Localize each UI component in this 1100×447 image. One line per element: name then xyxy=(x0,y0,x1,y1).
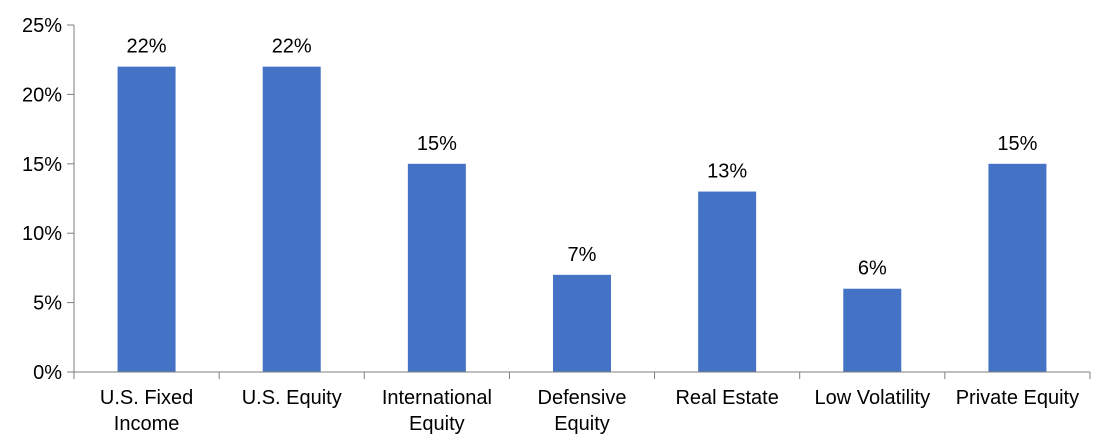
y-tick-label: 0% xyxy=(33,362,62,384)
data-label: 13% xyxy=(707,161,747,183)
bar xyxy=(117,66,176,372)
y-tick-label: 10% xyxy=(22,223,62,245)
data-label: 22% xyxy=(272,36,312,58)
x-tick-label: International Equity xyxy=(382,387,492,435)
x-tick-label: Real Estate xyxy=(675,387,778,409)
data-label: 7% xyxy=(568,244,597,266)
bar xyxy=(262,66,321,372)
data-label: 15% xyxy=(417,133,457,155)
bar xyxy=(698,191,757,372)
x-tick-label: Defensive Equity xyxy=(538,387,627,435)
y-tick-label: 5% xyxy=(33,293,62,315)
data-label: 22% xyxy=(127,36,167,58)
data-label: 6% xyxy=(858,258,887,280)
x-tick-label: Private Equity xyxy=(956,387,1079,409)
x-tick-label: Low Volatility xyxy=(814,387,930,409)
x-axis: U.S. Fixed Income U.S. Equity International… xyxy=(73,371,1091,435)
x-tick-label: U.S. Equity xyxy=(242,387,342,409)
x-tick-label: U.S. Fixed Income xyxy=(100,387,193,435)
y-tick-label: 20% xyxy=(22,84,62,106)
bar xyxy=(407,163,466,372)
bar xyxy=(553,274,611,372)
bar xyxy=(843,288,902,372)
y-tick-label: 15% xyxy=(22,154,62,176)
y-axis: 0% 5% 10% 15% 20% 25% xyxy=(22,15,75,384)
data-label: 15% xyxy=(997,133,1037,155)
bar xyxy=(988,163,1047,372)
bars: 22% 22% 15% 7% 13% 6% 15% xyxy=(117,36,1047,372)
y-tick-label: 25% xyxy=(22,15,62,37)
